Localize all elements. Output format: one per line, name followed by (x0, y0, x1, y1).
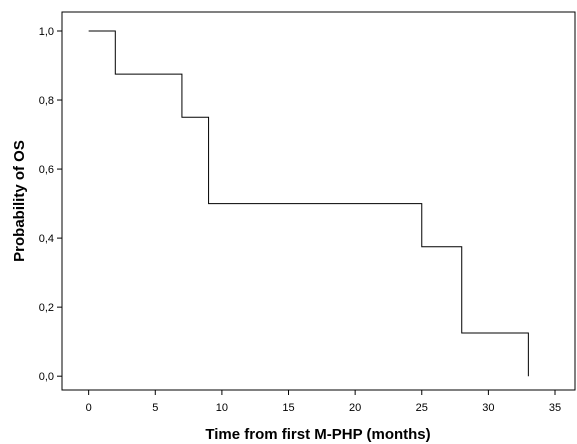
x-tick-label: 10 (216, 402, 228, 414)
y-axis-title: Probability of OS (11, 140, 28, 262)
x-tick-label: 0 (86, 402, 92, 414)
y-tick-label: 0,8 (39, 95, 54, 107)
survival-step-line (88, 30, 529, 377)
plot-frame (61, 11, 576, 391)
x-tick-label: 35 (549, 402, 561, 414)
x-axis-title: Time from first M-PHP (months) (205, 426, 430, 443)
x-tick-label: 15 (282, 402, 294, 414)
x-tick-label: 25 (416, 402, 428, 414)
y-axis-ticks: 0,0 0,2 0,4 0,6 0,8 1,0 (39, 26, 62, 383)
y-tick-label: 0,2 (39, 302, 54, 314)
y-tick-label: 1,0 (39, 26, 54, 38)
y-tick-label: 0,0 (39, 371, 54, 383)
y-tick-label: 0,6 (39, 164, 54, 176)
x-tick-label: 30 (482, 402, 494, 414)
x-tick-label: 5 (152, 402, 158, 414)
x-axis-ticks: 0 5 10 15 20 25 30 35 (86, 390, 561, 414)
x-tick-label: 20 (349, 402, 361, 414)
y-tick-label: 0,4 (39, 233, 54, 245)
